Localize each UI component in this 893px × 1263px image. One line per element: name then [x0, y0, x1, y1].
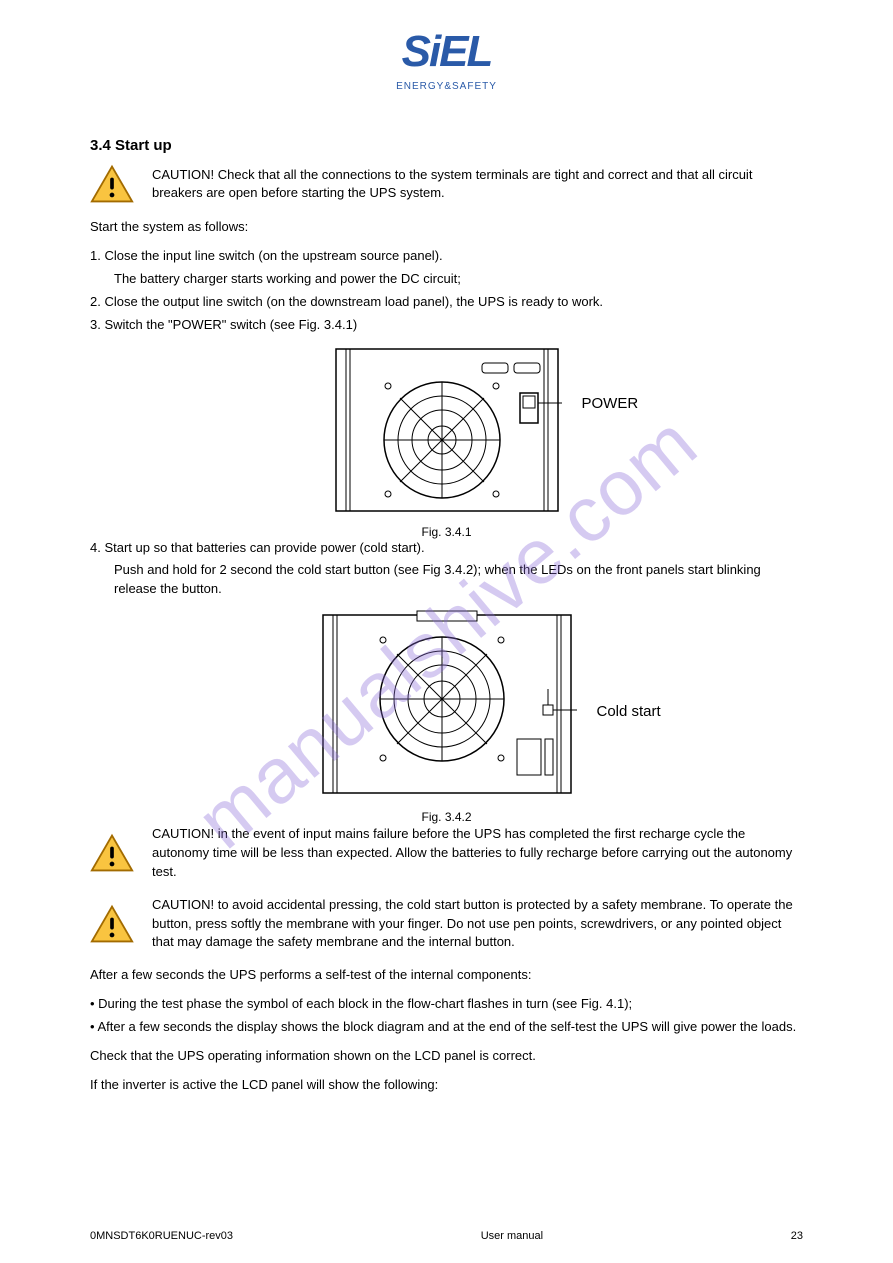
step-4a: Push and hold for 2 second the cold star… [114, 561, 803, 599]
figure-2: Cold start Fig. 3.4.2 [90, 609, 803, 819]
check-note: Check that the UPS operating information… [90, 1047, 803, 1066]
warning-icon [90, 833, 134, 873]
footer-title: User manual [481, 1229, 543, 1245]
figure-1-label: POWER [582, 393, 639, 415]
logo-brand: SiEL [396, 20, 497, 84]
warning-icon [90, 904, 134, 944]
step-2: 2. Close the output line switch (on the … [90, 293, 803, 312]
inverter-on-line: If the inverter is active the LCD panel … [90, 1076, 803, 1095]
step-1a: The battery charger starts working and p… [114, 270, 803, 289]
step-3: 3. Switch the "POWER" switch (see Fig. 3… [90, 316, 803, 335]
figure-1: POWER Fig. 3.4.1 [90, 345, 803, 535]
footer-page-number: 23 [791, 1229, 803, 1245]
bullet-2: • After a few seconds the display shows … [90, 1018, 803, 1037]
caution-block-1: CAUTION! Check that all the connections … [90, 164, 803, 204]
after-seconds: After a few seconds the UPS performs a s… [90, 966, 803, 985]
caution-block-2: CAUTION! in the event of input mains fai… [90, 825, 803, 882]
start-heading: Start the system as follows: [90, 218, 803, 237]
caution-text-3: CAUTION! to avoid accidental pressing, t… [152, 896, 803, 953]
bullet-1: • During the test phase the symbol of ea… [90, 995, 803, 1014]
footer-doc-id: 0MNSDT6K0RUENUC-rev03 [90, 1229, 233, 1245]
caution-text-1: CAUTION! Check that all the connections … [152, 166, 803, 204]
caution-block-3: CAUTION! to avoid accidental pressing, t… [90, 896, 803, 953]
device-rear-fan-diagram [332, 345, 562, 515]
figure-1-caption: Fig. 3.4.1 [90, 524, 803, 541]
warning-icon [90, 164, 134, 204]
figure-2-caption: Fig. 3.4.2 [90, 809, 803, 826]
step-1: 1. Close the input line switch (on the u… [90, 247, 803, 266]
caution-text-2: CAUTION! in the event of input mains fai… [152, 825, 803, 882]
logo-tagline: ENERGY&SAFETY [396, 80, 497, 95]
figure-2-label: Cold start [597, 701, 661, 723]
device-rear-coldstart-diagram [317, 609, 577, 799]
page-footer: 0MNSDT6K0RUENUC-rev03 User manual 23 [90, 1229, 803, 1245]
section-heading: 3.4 Start up [90, 135, 803, 157]
brand-logo: SiEL ENERGY&SAFETY [90, 20, 803, 95]
